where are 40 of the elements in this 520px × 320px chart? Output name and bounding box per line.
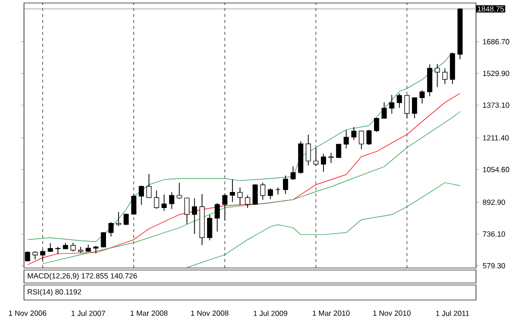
candlestick (420, 90, 425, 104)
candlestick (434, 63, 440, 88)
candlestick (382, 102, 387, 119)
candlestick (100, 232, 106, 248)
candlestick (184, 197, 190, 224)
candlestick (344, 130, 349, 149)
candlestick (169, 192, 174, 210)
candlestick (146, 174, 152, 198)
line-series (186, 182, 460, 268)
candlestick (162, 194, 167, 212)
candlestick (358, 130, 364, 150)
candlestick (268, 188, 273, 200)
candlestick (351, 126, 356, 140)
candlestick (138, 185, 144, 206)
candlestick (290, 166, 296, 180)
candlestick (237, 187, 243, 206)
candlestick (282, 175, 288, 194)
candlestick (108, 222, 114, 237)
candlestick (427, 64, 432, 97)
candlestick (442, 68, 448, 84)
candlestick (306, 134, 311, 166)
candlestick (328, 152, 334, 164)
candlestick (374, 118, 380, 132)
candlestick (412, 97, 418, 119)
candlestick (275, 187, 281, 195)
candlestick (116, 212, 122, 227)
candlestick (245, 194, 250, 208)
candlestick (320, 153, 326, 172)
candlestick (389, 94, 394, 114)
candlestick (154, 190, 160, 210)
candlestick (230, 178, 235, 202)
candlestick (192, 198, 198, 234)
candlestick (214, 202, 220, 232)
candlestick (260, 182, 266, 200)
candlestick (207, 214, 212, 241)
candlestick (176, 182, 182, 200)
candlestick (336, 144, 342, 158)
candlestick (366, 129, 372, 146)
candlestick (396, 93, 402, 108)
candlestick (55, 246, 60, 255)
